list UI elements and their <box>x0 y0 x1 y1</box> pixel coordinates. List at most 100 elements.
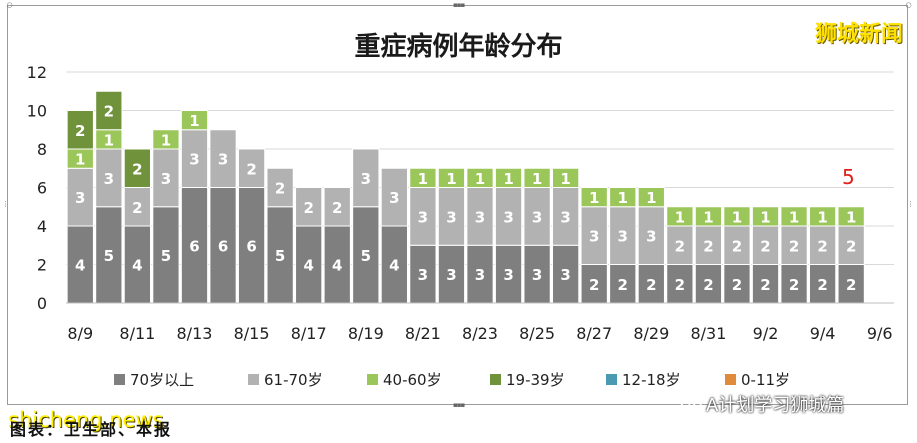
data-label: 6 <box>218 237 228 255</box>
bar-segment <box>808 206 837 227</box>
bar-segment <box>751 206 780 227</box>
bar-segment <box>637 264 665 304</box>
data-label: 3 <box>446 208 456 226</box>
bar-segment <box>552 167 580 188</box>
brand-logo: 狮城新闻 <box>814 22 903 47</box>
data-label: 3 <box>389 189 399 207</box>
bar-segment <box>637 187 665 208</box>
bar-segment <box>494 167 523 188</box>
data-label: 3 <box>475 266 485 284</box>
data-label: 2 <box>703 237 713 255</box>
data-label: 2 <box>817 237 827 255</box>
legend-swatch <box>606 374 617 385</box>
data-label: 3 <box>361 170 371 188</box>
data-label: 1 <box>560 170 570 188</box>
data-label: 2 <box>675 276 685 294</box>
data-label: 2 <box>817 276 827 294</box>
bar-segment <box>380 167 408 227</box>
bar-segment <box>552 244 580 304</box>
data-label: 5 <box>361 247 371 265</box>
frame-handle-left[interactable]: ⋮ <box>2 200 9 208</box>
bar-segment <box>494 187 523 246</box>
bar-segment <box>295 225 323 304</box>
bar-segment <box>409 167 437 188</box>
bar-segment <box>95 206 123 304</box>
data-label: 2 <box>75 122 85 140</box>
bar-segment <box>523 187 551 246</box>
frame-handle-top-center[interactable]: ▪▪▪ <box>453 1 465 9</box>
x-tick-label: 8/19 <box>348 324 384 343</box>
bar-segment <box>609 206 637 265</box>
bar-segment <box>723 206 751 227</box>
frame-handle-bottom-center[interactable]: ▪▪▪ <box>453 401 465 409</box>
bar-segment <box>237 148 266 188</box>
frame-handle-right[interactable]: ⋮ <box>907 200 914 208</box>
data-label: 1 <box>104 131 114 149</box>
bar-segment <box>295 187 323 227</box>
data-label: 3 <box>189 151 199 169</box>
data-label: 2 <box>760 276 770 294</box>
bar-segment <box>66 110 94 150</box>
data-label: 1 <box>161 131 171 149</box>
data-label: 2 <box>132 160 142 178</box>
bar-segment <box>380 225 408 304</box>
y-tick-label: 2 <box>37 256 47 275</box>
bar-segment <box>837 264 865 304</box>
bar-segment <box>237 187 266 304</box>
bar-segment <box>352 206 380 304</box>
bar-segment <box>323 225 351 304</box>
x-tick-label: 8/23 <box>462 324 498 343</box>
data-label: 1 <box>618 189 628 207</box>
data-label: 4 <box>332 257 342 275</box>
watermark-account-text: A计划学习狮城篇 <box>706 395 845 416</box>
data-label: 1 <box>846 208 856 226</box>
bar-segment <box>95 90 123 131</box>
data-label: 1 <box>446 170 456 188</box>
highlight-value: 5 <box>842 165 855 189</box>
x-tick-label: 8/11 <box>119 324 155 343</box>
watermark-account: A计划学习狮城篇 <box>680 391 844 417</box>
legend-label: 12-18岁 <box>622 371 681 389</box>
x-tick-label: 9/4 <box>810 324 836 343</box>
data-label: 4 <box>303 257 313 275</box>
bar-segment <box>352 148 380 208</box>
bar-segment <box>780 225 808 265</box>
bar-segment <box>609 187 637 208</box>
data-label: 2 <box>732 276 742 294</box>
legend-label: 0-11岁 <box>741 371 790 389</box>
data-label: 1 <box>817 208 827 226</box>
data-label: 1 <box>75 151 85 169</box>
bar-segment <box>152 129 180 150</box>
legend-swatch <box>114 374 125 385</box>
data-label: 1 <box>703 208 713 226</box>
data-label: 6 <box>189 237 199 255</box>
data-label: 1 <box>418 170 428 188</box>
y-tick-label: 6 <box>37 179 47 198</box>
wechat-icon <box>680 395 702 413</box>
data-label: 3 <box>418 266 428 284</box>
frame-handle-top-right[interactable]: ○ <box>905 1 911 9</box>
x-tick-label: 8/25 <box>519 324 555 343</box>
bar-segment <box>437 167 466 188</box>
data-label: 2 <box>618 276 628 294</box>
bar-segment <box>409 187 437 246</box>
bar-segment <box>323 187 351 227</box>
bar-segment <box>466 187 494 246</box>
frame-handle-top-left[interactable]: ○ <box>6 1 12 9</box>
data-label: 5 <box>275 247 285 265</box>
data-label: 2 <box>303 199 313 217</box>
y-tick-label: 8 <box>37 140 47 159</box>
legend-label: 61-70岁 <box>264 371 323 389</box>
bar-segment <box>266 167 294 208</box>
data-label: 5 <box>161 247 171 265</box>
data-label: 1 <box>760 208 770 226</box>
x-tick-label: 8/31 <box>690 324 726 343</box>
x-tick-label: 8/29 <box>633 324 669 343</box>
data-label: 4 <box>75 257 85 275</box>
x-tick-label: 8/13 <box>177 324 213 343</box>
data-label: 3 <box>475 208 485 226</box>
data-label: 3 <box>646 228 656 246</box>
data-label: 3 <box>618 228 628 246</box>
legend-swatch <box>725 374 736 385</box>
